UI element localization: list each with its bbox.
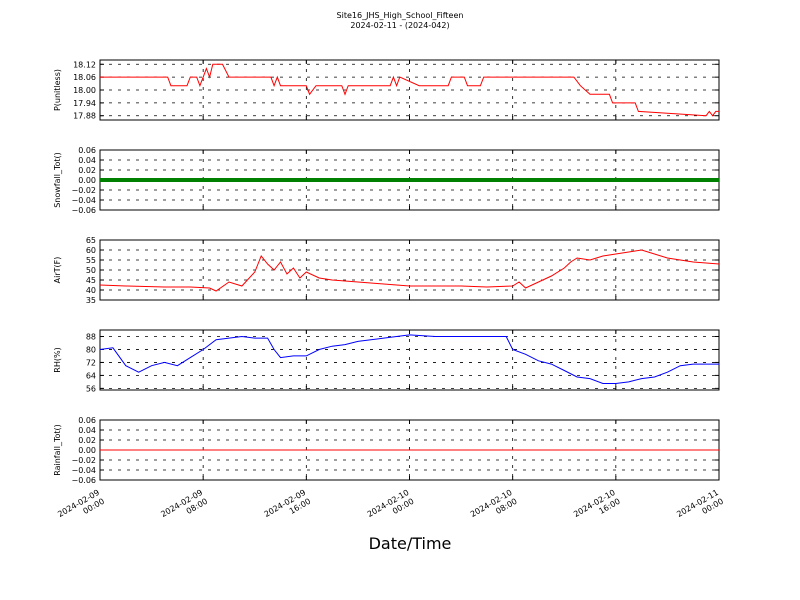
y-tick-label: 0.06: [78, 146, 96, 155]
y-tick-label: 18.00: [73, 86, 96, 95]
y-tick-label: 35: [86, 296, 96, 305]
x-tick-label: 2024-02-1008:00: [469, 488, 519, 528]
y-tick-label: 18.06: [73, 73, 96, 82]
x-tick-label: 2024-02-1000:00: [366, 488, 416, 528]
y-tick-label: 0.00: [78, 446, 96, 455]
y-axis-label: P(unitless): [53, 69, 62, 111]
y-tick-label: 0.02: [78, 166, 96, 175]
y-tick-label: −0.04: [71, 466, 96, 475]
y-axis-label: RH(%): [53, 347, 62, 372]
y-tick-label: −0.06: [71, 206, 96, 215]
y-tick-label: −0.04: [71, 196, 96, 205]
y-tick-label: 64: [86, 371, 96, 380]
y-axis-label: AirT(F): [53, 257, 62, 284]
x-tick-label: 2024-02-0916:00: [263, 488, 313, 528]
x-tick-label: 2024-02-1016:00: [572, 488, 622, 528]
y-tick-label: −0.06: [71, 476, 96, 485]
y-tick-label: 60: [86, 246, 96, 255]
y-tick-label: 88: [86, 332, 96, 341]
y-tick-label: 0.02: [78, 436, 96, 445]
y-tick-label: 0.00: [78, 176, 96, 185]
x-tick-label: 2024-02-1100:00: [675, 488, 725, 528]
x-axis-label: Date/Time: [368, 534, 452, 553]
y-tick-label: 56: [86, 384, 96, 393]
x-tick-label: 2024-02-0900:00: [56, 488, 106, 528]
y-tick-label: −0.02: [71, 456, 96, 465]
y-tick-label: 50: [86, 266, 96, 275]
y-tick-label: 72: [86, 358, 96, 367]
y-tick-label: 0.04: [78, 156, 96, 165]
y-tick-label: 18.12: [73, 60, 96, 69]
chart-title: Site16_JHS_High_School_Fifteen: [336, 11, 464, 20]
y-tick-label: 65: [86, 236, 96, 245]
y-tick-label: −0.02: [71, 186, 96, 195]
y-tick-label: 40: [86, 286, 96, 295]
y-tick-label: 17.94: [73, 99, 96, 108]
series-line-3: [99, 249, 720, 292]
chart-subtitle: 2024-02-11 - (2024-042): [350, 21, 450, 30]
y-axis-label: Rainfall_Tot(): [53, 424, 62, 476]
series-line-4: [99, 334, 719, 384]
y-axis-label: Snowfall_Tot(): [53, 152, 62, 208]
series-line-1: [100, 63, 719, 117]
y-tick-label: 55: [86, 256, 96, 265]
y-tick-label: 80: [86, 345, 96, 354]
y-tick-label: 0.04: [78, 426, 96, 435]
y-tick-label: 45: [86, 276, 96, 285]
x-tick-label: 2024-02-0908:00: [159, 488, 209, 528]
y-tick-label: 17.88: [73, 112, 96, 121]
y-tick-label: 0.06: [78, 416, 96, 425]
